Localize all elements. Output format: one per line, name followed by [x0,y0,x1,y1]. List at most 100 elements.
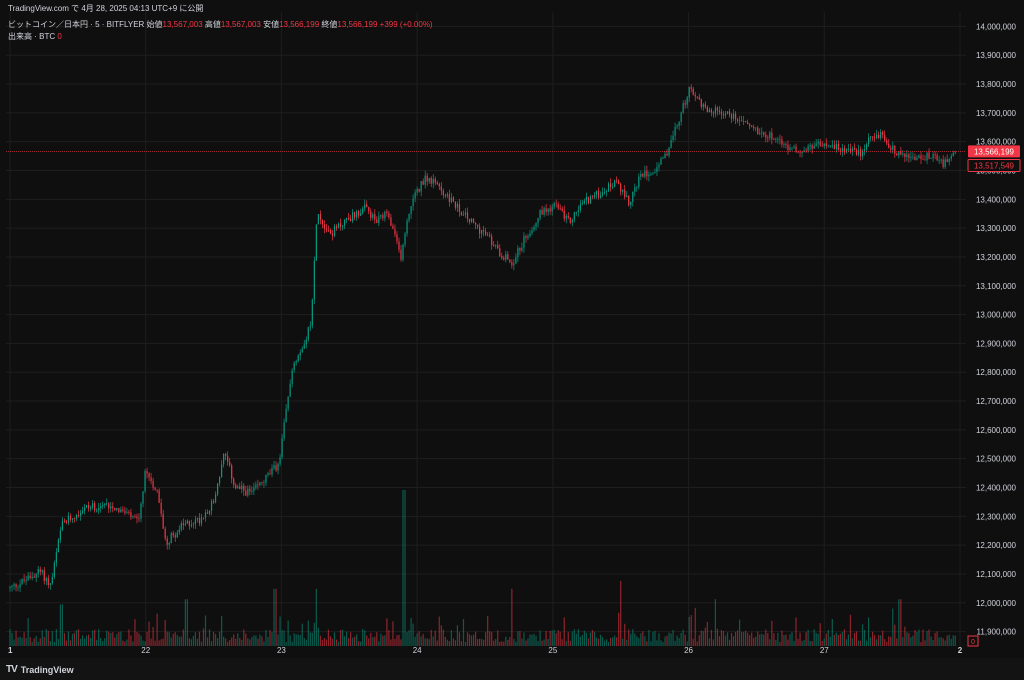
volume-bar [491,632,493,646]
candle-body [146,471,148,474]
volume-bar [599,634,602,646]
volume-bar [293,633,295,646]
volume-bar [378,641,380,646]
candle-body [730,114,733,119]
candle-body [11,585,13,588]
symbol-label[interactable]: ビットコイン／日本円 · 5 · BITFLYER [8,20,145,29]
volume-bar [857,640,860,646]
volume-bar [952,635,954,646]
volume-bar [81,635,84,646]
volume-bar [829,636,831,646]
publish-info: TradingView.com で 4月 28, 2025 04:13 UTC+… [8,4,203,14]
candle-body [319,214,321,220]
volume-bar [158,640,160,646]
volume-bar [460,641,463,646]
volume-bar [41,630,43,646]
candle-body [470,218,473,222]
candle-body [749,124,751,126]
volume-bar [668,632,670,646]
candle-body [223,453,225,465]
candle-body [271,468,273,475]
volume-bar [345,631,348,646]
candle-body [287,396,289,409]
volume-bar [331,638,334,646]
volume-bar [90,638,92,646]
candle-body [196,518,199,520]
candle-body [535,223,537,227]
candle-body [71,518,74,520]
candle-body [817,141,819,144]
candle-body [430,178,432,184]
candle-body [876,134,878,138]
candle-body [85,505,88,508]
candle-body [710,109,712,113]
volume-bar [31,641,33,646]
volume-bar [104,638,106,646]
candle-body [350,218,352,222]
volume-bar [144,641,146,646]
volume-bar [704,627,706,646]
volume-bar [946,635,948,646]
candle-body [867,137,870,145]
volume-bar [392,621,394,646]
candle-body [886,140,888,144]
volume-bar [438,616,440,646]
candle-body [206,512,209,514]
open-label: 始値 [146,20,163,29]
volume-bar [593,631,596,646]
volume-bar [170,637,172,646]
volume-bar [662,642,664,646]
candle-body [499,248,501,257]
volume-bar [186,599,188,646]
candle-body [507,254,509,260]
candle-body [777,138,779,140]
volume-label[interactable]: 出来高 · BTC [8,32,56,41]
candle-body [414,192,416,199]
candle-body [563,210,565,219]
x-tick-label: 22 [141,646,150,655]
volume-bar [555,633,557,646]
candle-body [144,471,146,492]
candle-body [462,214,465,216]
candle-body [561,208,563,211]
y-tick-label: 12,000,000 [976,599,1017,608]
volume-bar [231,637,233,646]
candle-body [301,348,303,353]
volume-bar [190,639,192,646]
candle-body [345,217,348,221]
volume-bar [426,638,428,646]
volume-bar [194,632,197,646]
candle-body [249,488,251,492]
candle-body [603,192,606,193]
volume-bar [863,629,866,646]
candle-body [696,96,698,98]
volume-bar [728,639,731,646]
tradingview-logo[interactable]: TV TradingView [6,664,74,675]
candle-body [424,175,426,185]
volume-bar [551,630,553,646]
candle-body [120,509,122,513]
candle-body [656,167,658,173]
volume-bar [706,621,708,646]
candle-body [553,203,555,207]
candle-body [422,181,424,185]
volume-bar [267,637,269,646]
candle-body [25,580,27,582]
candle-body [728,111,731,115]
candle-body [583,200,586,204]
y-tick-label: 13,300,000 [976,224,1017,233]
candle-body [827,145,829,147]
candle-body [904,153,906,158]
volume-bar [436,640,438,646]
volume-bar [126,639,128,646]
candle-body [505,254,507,260]
volume-bar [180,636,182,646]
volume-bar [458,632,461,646]
volume-bar [303,637,305,646]
candle-body [98,507,100,511]
candle-body [928,152,930,159]
volume-bar [487,615,489,646]
candle-body [158,490,160,503]
volume-bar [106,630,108,646]
